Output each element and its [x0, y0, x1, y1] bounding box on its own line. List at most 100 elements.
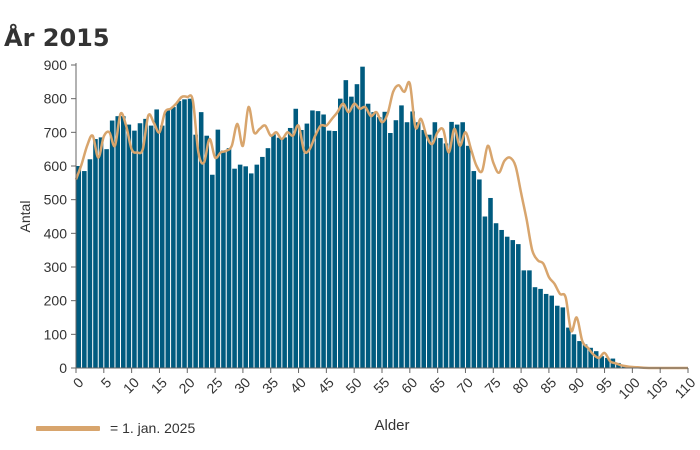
- x-tick-label: 65: [426, 374, 448, 396]
- bar: [376, 117, 382, 369]
- y-tick-label: 400: [44, 225, 68, 241]
- x-tick-label: 105: [643, 374, 671, 402]
- bar: [593, 351, 599, 368]
- bar: [326, 130, 332, 368]
- bar-series: [76, 66, 655, 369]
- bar: [349, 96, 354, 369]
- bar: [148, 125, 154, 368]
- x-tick-label: 0: [70, 374, 87, 391]
- bar: [599, 356, 605, 368]
- x-tick-label: 30: [231, 374, 253, 396]
- bar: [432, 122, 438, 368]
- bar: [193, 134, 198, 368]
- bar: [165, 110, 171, 368]
- bar: [543, 293, 549, 368]
- bar: [287, 127, 293, 369]
- bar: [159, 125, 165, 368]
- bar: [577, 341, 582, 368]
- bar: [254, 164, 260, 368]
- bar: [449, 121, 454, 369]
- bar: [121, 116, 126, 368]
- bar: [560, 307, 566, 368]
- bar: [404, 122, 410, 368]
- bar: [87, 159, 93, 368]
- legend-line-swatch: [36, 425, 100, 431]
- x-tick-label: 10: [120, 374, 142, 396]
- bar: [93, 139, 98, 368]
- bar: [354, 84, 360, 368]
- bar: [76, 166, 82, 368]
- bar: [226, 148, 232, 368]
- bar: [460, 122, 465, 368]
- bar: [171, 107, 176, 368]
- bar: [477, 179, 482, 368]
- bar: [493, 223, 499, 368]
- y-tick-label: 800: [44, 91, 68, 107]
- bar: [438, 138, 443, 368]
- bar: [248, 173, 254, 368]
- bar: [605, 357, 610, 368]
- bar: [443, 143, 449, 368]
- bar: [265, 148, 271, 368]
- bar: [499, 229, 504, 368]
- bar: [132, 130, 137, 368]
- line-series-2025: [74, 80, 688, 370]
- bar: [82, 171, 87, 368]
- x-tick-label: 5: [98, 374, 115, 391]
- y-tick-label: 900: [44, 57, 68, 73]
- bar: [510, 240, 516, 368]
- bar: [588, 347, 593, 368]
- bar: [399, 105, 404, 369]
- x-tick-label: 90: [565, 374, 587, 396]
- bar: [154, 109, 159, 368]
- y-tick-label: 300: [44, 259, 68, 275]
- bar: [282, 137, 287, 368]
- bar: [488, 197, 493, 368]
- bar: [371, 112, 376, 368]
- bar: [232, 168, 237, 368]
- x-tick-label: 100: [615, 374, 643, 402]
- bar: [527, 270, 532, 368]
- bar: [304, 123, 310, 368]
- bar: [293, 108, 299, 369]
- x-tick-label: 80: [509, 374, 531, 396]
- bar: [504, 236, 510, 368]
- chart-title: År 2015: [4, 24, 110, 52]
- y-tick-label: 500: [44, 192, 68, 208]
- x-tick-label: 60: [398, 374, 420, 396]
- x-tick-label: 45: [315, 374, 337, 396]
- bar: [109, 120, 115, 368]
- x-tick-label: 20: [175, 374, 197, 396]
- bar: [243, 166, 248, 368]
- legend: = 1. jan. 2025: [36, 420, 195, 436]
- x-tick-label: 70: [454, 374, 476, 396]
- bar: [388, 133, 393, 368]
- bar: [204, 135, 210, 368]
- x-tick-label: 40: [287, 374, 309, 396]
- bar: [393, 120, 399, 369]
- x-tick-label: 110: [671, 374, 698, 401]
- x-tick-label: 85: [537, 374, 559, 396]
- bar: [182, 99, 187, 368]
- bar: [421, 129, 427, 368]
- bar: [187, 98, 193, 369]
- bar: [415, 122, 421, 368]
- bar: [143, 118, 148, 369]
- bar: [582, 344, 588, 368]
- bar: [215, 129, 221, 368]
- y-axis-title: Antal: [17, 201, 33, 233]
- bar: [137, 123, 143, 369]
- bar: [210, 174, 215, 368]
- bar: [571, 334, 577, 368]
- x-tick-label: 25: [203, 374, 225, 396]
- y-tick-label: 200: [44, 293, 68, 309]
- bar: [382, 111, 388, 369]
- bar: [343, 80, 349, 369]
- x-tick-label: 95: [593, 374, 615, 396]
- x-axis-title: Alder: [374, 417, 409, 434]
- bar: [454, 124, 460, 368]
- bar: [516, 244, 521, 368]
- bar: [310, 110, 315, 368]
- bar: [538, 288, 543, 368]
